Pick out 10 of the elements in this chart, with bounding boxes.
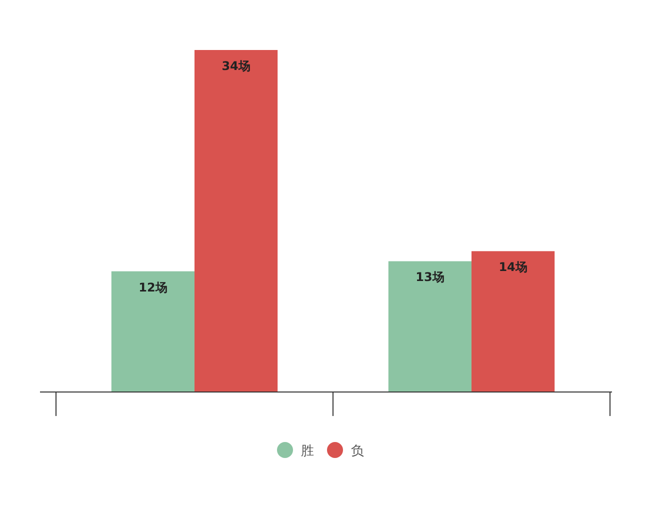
bar xyxy=(194,50,278,392)
bar xyxy=(388,261,472,392)
data-label: 12场 xyxy=(138,280,168,294)
data-label: 13场 xyxy=(416,270,444,284)
bar xyxy=(472,251,555,392)
legend-label: 负 xyxy=(351,444,364,459)
legend-label: 胜 xyxy=(301,444,314,459)
data-label: 34场 xyxy=(222,59,250,73)
bar xyxy=(111,271,194,392)
data-label: 14场 xyxy=(498,260,528,274)
